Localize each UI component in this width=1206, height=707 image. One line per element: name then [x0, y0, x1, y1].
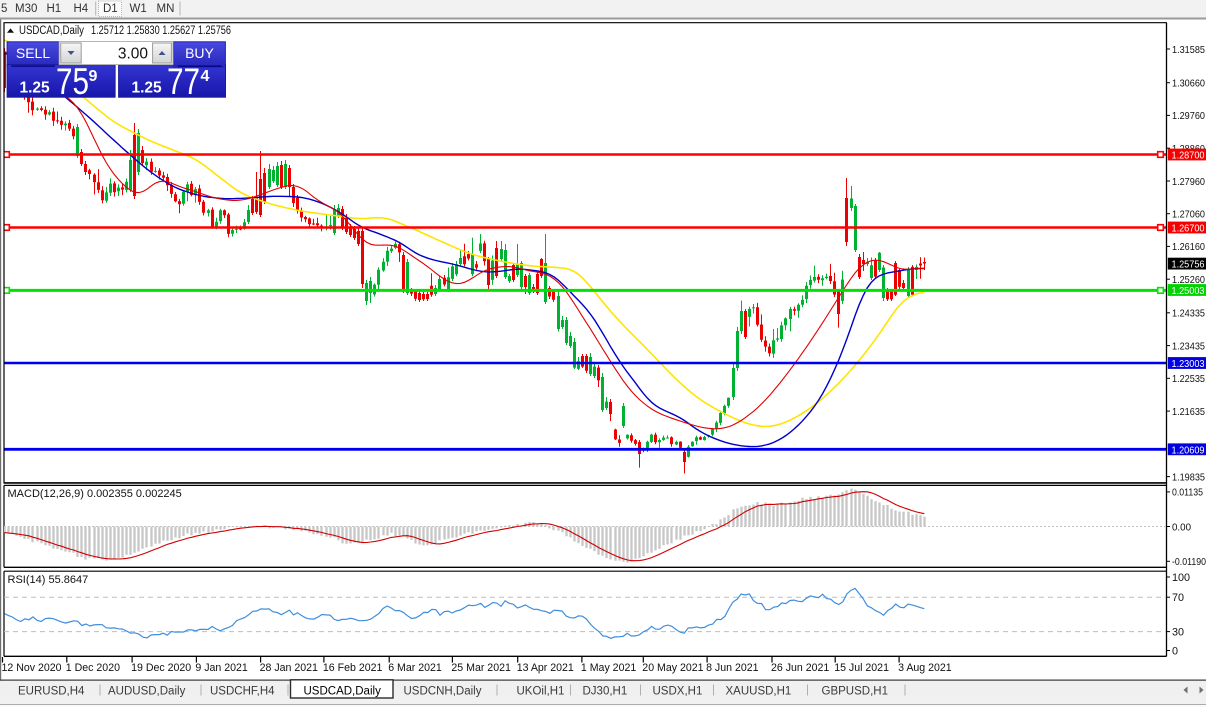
svg-text:1.23003: 1.23003 — [1172, 358, 1205, 370]
svg-text:D1: D1 — [103, 3, 118, 15]
svg-text:1 May 2021: 1 May 2021 — [581, 662, 636, 674]
svg-text:1.25: 1.25 — [20, 80, 51, 97]
svg-text:H1: H1 — [47, 3, 62, 15]
svg-text:1.25712 1.25830 1.25627 1.2575: 1.25712 1.25830 1.25627 1.25756 — [91, 25, 231, 37]
svg-text:1.23435: 1.23435 — [1172, 340, 1205, 352]
svg-text:-0.01190: -0.01190 — [1172, 556, 1206, 568]
svg-text:1 Dec 2020: 1 Dec 2020 — [66, 662, 120, 674]
svg-text:9: 9 — [89, 68, 98, 85]
svg-text:75: 75 — [56, 61, 89, 102]
svg-text:1.29760: 1.29760 — [1172, 110, 1205, 122]
svg-text:USDX,H1: USDX,H1 — [653, 686, 703, 698]
svg-text:1.28700: 1.28700 — [1172, 150, 1205, 162]
svg-text:M30: M30 — [15, 3, 37, 15]
svg-text:15 Jul 2021: 15 Jul 2021 — [834, 662, 889, 674]
svg-text:1.27960: 1.27960 — [1172, 176, 1205, 188]
svg-text:MACD(12,26,9) 0.002355 0.00224: MACD(12,26,9) 0.002355 0.002245 — [8, 488, 182, 500]
svg-text:1.31585: 1.31585 — [1172, 44, 1205, 56]
svg-text:1.24335: 1.24335 — [1172, 308, 1205, 320]
svg-text:EURUSD,H4: EURUSD,H4 — [18, 686, 85, 698]
svg-text:GBPUSD,H1: GBPUSD,H1 — [822, 686, 888, 698]
svg-text:W1: W1 — [130, 3, 147, 15]
svg-text:25 Mar 2021: 25 Mar 2021 — [451, 662, 511, 674]
svg-text:20 May 2021: 20 May 2021 — [642, 662, 703, 674]
svg-text:USDCAD,Daily: USDCAD,Daily — [19, 25, 84, 37]
svg-text:6 Mar 2021: 6 Mar 2021 — [388, 662, 442, 674]
svg-text:0: 0 — [1172, 645, 1178, 657]
svg-text:1.25: 1.25 — [132, 80, 163, 97]
svg-text:1.21635: 1.21635 — [1172, 406, 1205, 418]
svg-text:H4: H4 — [74, 3, 89, 15]
svg-text:XAUUSD,H1: XAUUSD,H1 — [726, 686, 792, 698]
svg-text:77: 77 — [167, 61, 200, 102]
svg-text:1.30660: 1.30660 — [1172, 78, 1205, 90]
svg-text:26 Jun 2021: 26 Jun 2021 — [771, 662, 829, 674]
svg-text:19 Dec 2020: 19 Dec 2020 — [131, 662, 191, 674]
svg-text:USDCNH,Daily: USDCNH,Daily — [404, 686, 482, 698]
svg-text:SELL: SELL — [16, 45, 50, 61]
svg-text:1.25003: 1.25003 — [1172, 285, 1205, 297]
svg-text:4: 4 — [201, 68, 210, 85]
svg-text:0.00: 0.00 — [1172, 521, 1191, 533]
svg-text:3.00: 3.00 — [118, 46, 149, 63]
svg-text:12 Nov 2020: 12 Nov 2020 — [2, 662, 62, 674]
svg-text:0.01135: 0.01135 — [1172, 487, 1203, 499]
svg-text:28 Jan 2021: 28 Jan 2021 — [260, 662, 318, 674]
svg-text:13 Apr 2021: 13 Apr 2021 — [517, 662, 574, 674]
svg-text:1.19835: 1.19835 — [1172, 471, 1205, 483]
svg-text:1.26160: 1.26160 — [1172, 241, 1205, 253]
svg-text:3 Aug 2021: 3 Aug 2021 — [898, 662, 952, 674]
svg-text:1.20609: 1.20609 — [1172, 444, 1205, 456]
svg-text:16 Feb 2021: 16 Feb 2021 — [323, 662, 383, 674]
svg-text:1.25260: 1.25260 — [1172, 274, 1205, 286]
svg-text:BUY: BUY — [185, 45, 214, 61]
svg-text:UKOil,H1: UKOil,H1 — [517, 686, 565, 698]
svg-text:8 Jun 2021: 8 Jun 2021 — [706, 662, 759, 674]
svg-text:USDCHF,H4: USDCHF,H4 — [210, 686, 275, 698]
svg-text:100: 100 — [1172, 572, 1190, 584]
svg-text:AUDUSD,Daily: AUDUSD,Daily — [108, 686, 186, 698]
svg-text:1.27060: 1.27060 — [1172, 209, 1205, 221]
svg-text:30: 30 — [1172, 626, 1184, 638]
svg-text:5: 5 — [1, 3, 7, 15]
svg-text:70: 70 — [1172, 592, 1184, 604]
svg-text:1.26700: 1.26700 — [1172, 223, 1205, 235]
svg-text:DJ30,H1: DJ30,H1 — [583, 686, 628, 698]
svg-text:RSI(14) 55.8647: RSI(14) 55.8647 — [8, 574, 89, 586]
svg-text:1.22535: 1.22535 — [1172, 373, 1205, 385]
svg-text:USDCAD,Daily: USDCAD,Daily — [304, 686, 382, 698]
svg-text:9 Jan 2021: 9 Jan 2021 — [195, 662, 248, 674]
svg-text:1.25756: 1.25756 — [1172, 259, 1205, 271]
svg-text:MN: MN — [157, 3, 175, 15]
